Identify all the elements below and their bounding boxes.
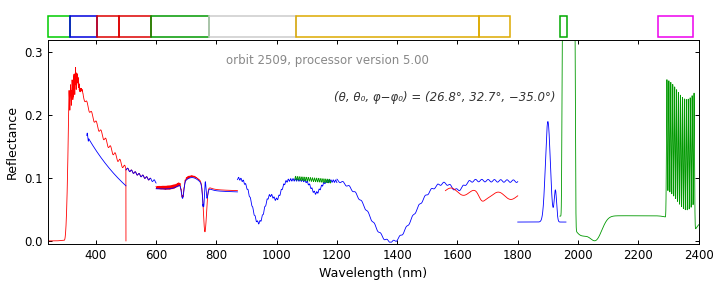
Text: orbit 2509, processor version 5.00: orbit 2509, processor version 5.00	[226, 54, 429, 67]
Text: (θ, θ₀, φ−φ₀) = (26.8°, 32.7°, −35.0°): (θ, θ₀, φ−φ₀) = (26.8°, 32.7°, −35.0°)	[334, 91, 556, 104]
Y-axis label: Reflectance: Reflectance	[6, 105, 19, 179]
X-axis label: Wavelength (nm): Wavelength (nm)	[319, 267, 427, 281]
